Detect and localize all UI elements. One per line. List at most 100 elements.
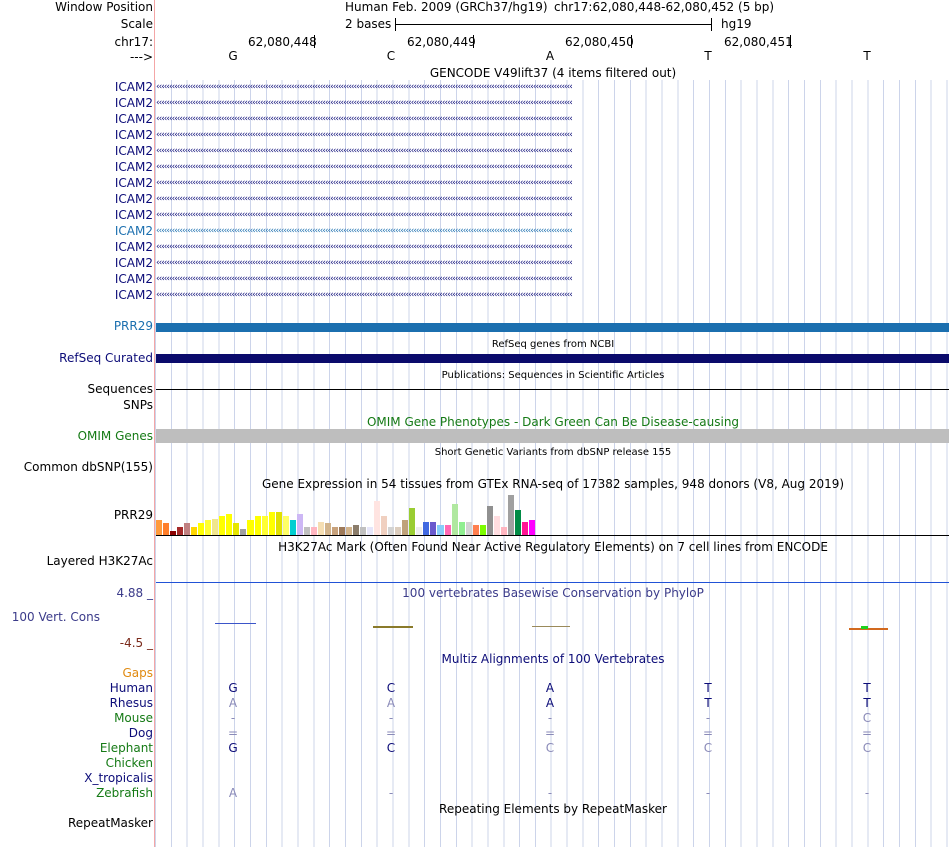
pubs-track-title[interactable]: Publications: Sequences in Scientific Ar…	[441, 370, 665, 381]
repeat-track-title[interactable]: Repeating Elements by RepeatMasker	[439, 802, 667, 816]
gtex-tissue-bar[interactable]	[402, 520, 409, 535]
gtex-tissue-bar[interactable]	[163, 523, 170, 535]
gtex-tissue-bar[interactable]	[212, 519, 219, 535]
gencode-gene-label[interactable]: ICAM2	[114, 272, 153, 286]
gencode-gene-line[interactable]: ‹‹‹‹‹‹‹‹‹‹‹‹‹‹‹‹‹‹‹‹‹‹‹‹‹‹‹‹‹‹‹‹‹‹‹‹‹‹‹‹…	[156, 259, 573, 268]
gtex-tissue-bar[interactable]	[493, 516, 500, 535]
gencode-gene-label[interactable]: ICAM2	[114, 112, 153, 126]
gtex-tissue-bar[interactable]	[423, 522, 430, 535]
gtex-tissue-bar[interactable]	[268, 511, 275, 535]
gtex-tissue-bar[interactable]	[346, 526, 353, 535]
dbsnp-track-title[interactable]: Short Genetic Variants from dbSNP releas…	[434, 447, 672, 458]
gtex-tissue-bar[interactable]	[507, 495, 514, 535]
gencode-gene-line[interactable]: ‹‹‹‹‹‹‹‹‹‹‹‹‹‹‹‹‹‹‹‹‹‹‹‹‹‹‹‹‹‹‹‹‹‹‹‹‹‹‹‹…	[156, 179, 573, 188]
gtex-tissue-bar[interactable]	[528, 520, 535, 535]
gtex-tissue-bar[interactable]	[444, 524, 451, 535]
gencode-gene-label[interactable]: ICAM2	[114, 240, 153, 254]
species-label[interactable]: Dog	[128, 726, 153, 740]
assembly-text[interactable]: Human Feb. 2009 (GRCh37/hg19)	[345, 0, 548, 14]
gtex-tissue-bar[interactable]	[184, 523, 191, 535]
gtex-tissue-bar[interactable]	[317, 522, 324, 535]
gencode-gene-line[interactable]: ‹‹‹‹‹‹‹‹‹‹‹‹‹‹‹‹‹‹‹‹‹‹‹‹‹‹‹‹‹‹‹‹‹‹‹‹‹‹‹‹…	[156, 195, 573, 204]
gtex-tissue-bar[interactable]	[282, 516, 289, 535]
position-text[interactable]: chr17:62,080,448-62,080,452 (5 bp)	[554, 0, 775, 14]
gencode-gene-label[interactable]: ICAM2	[114, 208, 153, 222]
strand-label[interactable]: --->	[129, 50, 153, 64]
gtex-tissue-bar[interactable]	[240, 528, 247, 535]
gencode-gene-label[interactable]: ICAM2	[114, 160, 153, 174]
gencode-gene-label[interactable]: ICAM2	[114, 224, 153, 238]
gtex-tissue-bar[interactable]	[430, 522, 437, 535]
gtex-tissue-bar[interactable]	[303, 526, 310, 535]
gtex-tissue-bar[interactable]	[472, 524, 479, 535]
gencode-gene-line[interactable]: ‹‹‹‹‹‹‹‹‹‹‹‹‹‹‹‹‹‹‹‹‹‹‹‹‹‹‹‹‹‹‹‹‹‹‹‹‹‹‹‹…	[156, 211, 573, 220]
gtex-tissue-bar[interactable]	[451, 503, 458, 535]
gtex-tissue-bar[interactable]	[324, 523, 331, 535]
gencode-gene-label[interactable]: ICAM2	[114, 128, 153, 142]
gtex-tissue-bar[interactable]	[409, 507, 416, 535]
gtex-label[interactable]: PRR29	[113, 508, 153, 522]
omim-bar[interactable]	[156, 429, 949, 443]
gtex-tissue-bar[interactable]	[289, 520, 296, 535]
h3k27-track-title[interactable]: H3K27Ac Mark (Often Found Near Active Re…	[278, 540, 828, 554]
gencode-gene-line[interactable]: ‹‹‹‹‹‹‹‹‹‹‹‹‹‹‹‹‹‹‹‹‹‹‹‹‹‹‹‹‹‹‹‹‹‹‹‹‹‹‹‹…	[156, 163, 573, 172]
chrom-label[interactable]: chr17:	[114, 35, 153, 49]
gtex-tissue-bar[interactable]	[479, 524, 486, 535]
gencode-gene-label[interactable]: ICAM2	[114, 256, 153, 270]
gtex-track-title[interactable]: Gene Expression in 54 tissues from GTEx …	[261, 477, 845, 491]
gtex-tissue-bar[interactable]	[233, 523, 240, 535]
repeat-label[interactable]: RepeatMasker	[67, 816, 153, 830]
cons-label[interactable]: 100 Vert. Cons	[11, 610, 100, 624]
gtex-tissue-bar[interactable]	[374, 501, 381, 535]
species-label[interactable]: X_tropicalis	[84, 771, 153, 785]
gencode-gene-label[interactable]: ICAM2	[114, 80, 153, 94]
gencode-gene-line[interactable]: ‹‹‹‹‹‹‹‹‹‹‹‹‹‹‹‹‹‹‹‹‹‹‹‹‹‹‹‹‹‹‹‹‹‹‹‹‹‹‹‹…	[156, 291, 573, 300]
gencode-gene-line[interactable]: ‹‹‹‹‹‹‹‹‹‹‹‹‹‹‹‹‹‹‹‹‹‹‹‹‹‹‹‹‹‹‹‹‹‹‹‹‹‹‹‹…	[156, 275, 573, 284]
pubs-label[interactable]: Sequences	[87, 382, 153, 396]
gtex-tissue-bar[interactable]	[458, 522, 465, 535]
gencode-gene-line[interactable]: ‹‹‹‹‹‹‹‹‹‹‹‹‹‹‹‹‹‹‹‹‹‹‹‹‹‹‹‹‹‹‹‹‹‹‹‹‹‹‹‹…	[156, 243, 573, 252]
omim-label[interactable]: OMIM Genes	[77, 429, 153, 443]
gtex-tissue-bar[interactable]	[296, 514, 303, 535]
refseq-label[interactable]: RefSeq Curated	[59, 351, 153, 365]
gencode-gene-line[interactable]: ‹‹‹‹‹‹‹‹‹‹‹‹‹‹‹‹‹‹‹‹‹‹‹‹‹‹‹‹‹‹‹‹‹‹‹‹‹‹‹‹…	[156, 147, 573, 156]
gtex-tissue-bar[interactable]	[486, 505, 493, 535]
gtex-tissue-bar[interactable]	[247, 520, 254, 535]
gtex-tissue-bar[interactable]	[177, 526, 184, 535]
gencode-gene-label[interactable]: ICAM2	[114, 192, 153, 206]
gtex-tissue-bar[interactable]	[360, 526, 367, 535]
gtex-tissue-bar[interactable]	[170, 530, 177, 535]
gtex-bar-chart[interactable]	[156, 493, 536, 535]
gencode-gene-label[interactable]: ICAM2	[114, 288, 153, 302]
gaps-label[interactable]: Gaps	[122, 666, 153, 680]
species-label[interactable]: Zebrafish	[96, 786, 153, 800]
species-label[interactable]: Rhesus	[109, 696, 153, 710]
cons-track-title[interactable]: 100 vertebrates Basewise Conservation by…	[402, 586, 704, 600]
snps-label[interactable]: SNPs	[123, 398, 153, 412]
multiz-track-title[interactable]: Multiz Alignments of 100 Vertebrates	[441, 652, 665, 666]
gtex-tissue-bar[interactable]	[205, 520, 212, 535]
gtex-tissue-bar[interactable]	[500, 526, 507, 535]
species-label[interactable]: Elephant	[99, 741, 153, 755]
gtex-tissue-bar[interactable]	[198, 523, 205, 535]
h3k27-label[interactable]: Layered H3K27Ac	[46, 554, 153, 568]
gencode-gene-label[interactable]: ICAM2	[114, 144, 153, 158]
gtex-tissue-bar[interactable]	[191, 526, 198, 535]
gtex-tissue-bar[interactable]	[381, 516, 388, 535]
gencode-gene-line[interactable]: ‹‹‹‹‹‹‹‹‹‹‹‹‹‹‹‹‹‹‹‹‹‹‹‹‹‹‹‹‹‹‹‹‹‹‹‹‹‹‹‹…	[156, 131, 573, 140]
gtex-tissue-bar[interactable]	[156, 520, 163, 535]
gtex-tissue-bar[interactable]	[514, 509, 521, 535]
gtex-tissue-bar[interactable]	[275, 511, 282, 535]
refseq-gene-bar[interactable]	[156, 354, 949, 363]
refseq-track-title[interactable]: RefSeq genes from NCBI	[491, 339, 615, 350]
prr29-gene-bar[interactable]	[156, 323, 949, 332]
gtex-tissue-bar[interactable]	[353, 524, 360, 535]
gtex-tissue-bar[interactable]	[226, 514, 233, 535]
species-label[interactable]: Mouse	[114, 711, 153, 725]
gtex-tissue-bar[interactable]	[416, 526, 423, 535]
gencode-gene-line[interactable]: ‹‹‹‹‹‹‹‹‹‹‹‹‹‹‹‹‹‹‹‹‹‹‹‹‹‹‹‹‹‹‹‹‹‹‹‹‹‹‹‹…	[156, 83, 573, 92]
gencode-gene-label[interactable]: ICAM2	[114, 96, 153, 110]
gtex-tissue-bar[interactable]	[261, 516, 268, 535]
gtex-tissue-bar[interactable]	[254, 516, 261, 535]
species-label[interactable]: Chicken	[105, 756, 153, 770]
